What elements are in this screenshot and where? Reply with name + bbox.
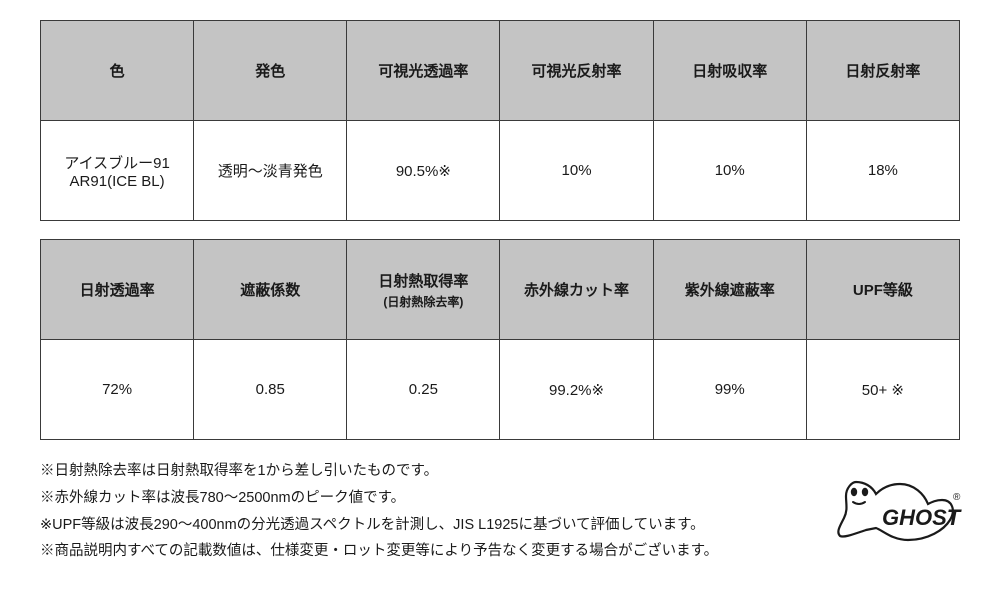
cell-solar-ref: 18% (806, 121, 959, 221)
col-header-upf: UPF等級 (806, 240, 959, 340)
col-header-vlt: 可視光透過率 (347, 21, 500, 121)
col-header-solar-abs: 日射吸収率 (653, 21, 806, 121)
table-row: アイスブルー91 AR91(ICE BL) 透明～淡青発色 90.5%※ 10%… (41, 121, 960, 221)
cell-solar-trans: 72% (41, 340, 194, 440)
spec-table-2: 日射透過率 遮蔽係数 日射熱取得率 (日射熱除去率) 赤外線カット率 紫外線遮蔽… (40, 239, 960, 440)
col-header-shading: 遮蔽係数 (194, 240, 347, 340)
color-name-line2: AR91(ICE BL) (70, 173, 165, 190)
col-header-solar-trans: 日射透過率 (41, 240, 194, 340)
ghost-logo: GHOST ® (834, 470, 964, 548)
col-header-solar-ref: 日射反射率 (806, 21, 959, 121)
col-header-ir-cut: 赤外線カット率 (500, 240, 653, 340)
footnote-1: ※日射熱除去率は日射熱取得率を1から差し引いたものです。 (40, 458, 960, 485)
ghost-logo-text: GHOST (882, 505, 962, 530)
table-row: 72% 0.85 0.25 99.2%※ 99% 50+ ※ (41, 340, 960, 440)
footnotes: ※日射熱除去率は日射熱取得率を1から差し引いたものです。 ※赤外線カット率は波長… (40, 458, 960, 565)
cell-solar-abs: 10% (653, 121, 806, 221)
cell-heat-gain: 0.25 (347, 340, 500, 440)
heat-gain-line1: 日射熱取得率 (378, 273, 468, 290)
cell-emission: 透明～淡青発色 (194, 121, 347, 221)
col-header-heat-gain: 日射熱取得率 (日射熱除去率) (347, 240, 500, 340)
cell-ir-cut: 99.2%※ (500, 340, 653, 440)
footnote-3: ※UPF等級は波長290～400nmの分光透過スペクトルを計測し、JIS L19… (40, 512, 960, 539)
footnote-2: ※赤外線カット率は波長780～2500nmのピーク値です。 (40, 485, 960, 512)
cell-upf: 50+ ※ (806, 340, 959, 440)
table-header-row: 色 発色 可視光透過率 可視光反射率 日射吸収率 日射反射率 (41, 21, 960, 121)
col-header-vlr: 可視光反射率 (500, 21, 653, 121)
col-header-color: 色 (41, 21, 194, 121)
color-name-line1: アイスブルー91 (64, 155, 170, 172)
ghost-icon: GHOST ® (834, 470, 964, 548)
cell-vlt: 90.5%※ (347, 121, 500, 221)
cell-shading: 0.85 (194, 340, 347, 440)
cell-uv-block: 99% (653, 340, 806, 440)
footnote-4: ※商品説明内すべての記載数値は、仕様変更・ロット変更等により予告なく変更する場合… (40, 538, 960, 565)
registered-mark-icon: ® (953, 492, 961, 503)
spec-table-1: 色 発色 可視光透過率 可視光反射率 日射吸収率 日射反射率 アイスブルー91 … (40, 20, 960, 221)
cell-color: アイスブルー91 AR91(ICE BL) (41, 121, 194, 221)
heat-gain-line2: (日射熱除去率) (351, 293, 495, 310)
cell-vlr: 10% (500, 121, 653, 221)
col-header-uv-block: 紫外線遮蔽率 (653, 240, 806, 340)
col-header-emission: 発色 (194, 21, 347, 121)
table-header-row: 日射透過率 遮蔽係数 日射熱取得率 (日射熱除去率) 赤外線カット率 紫外線遮蔽… (41, 240, 960, 340)
